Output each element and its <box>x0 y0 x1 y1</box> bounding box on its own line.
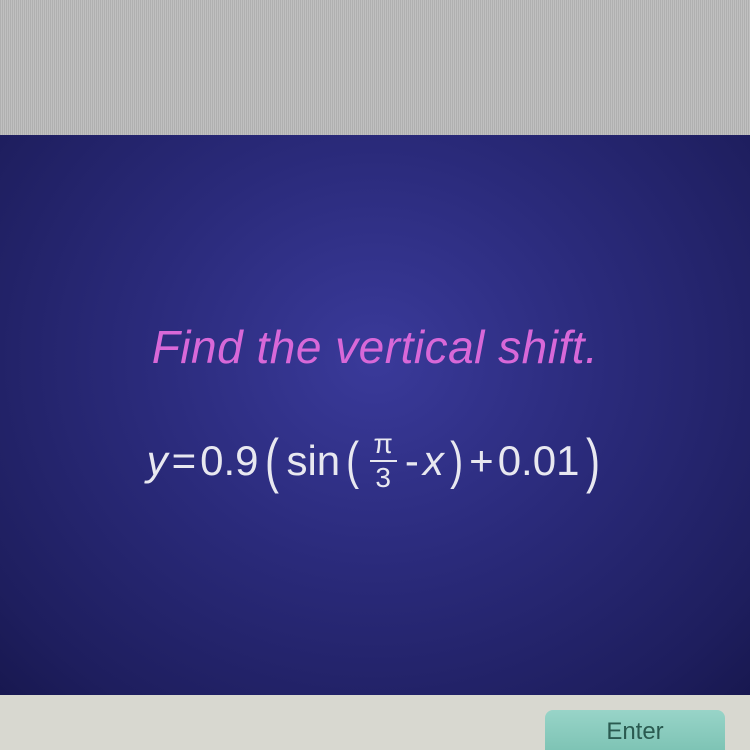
equation-equals: = <box>172 437 197 485</box>
equation-function: sin <box>286 437 340 485</box>
equation-coefficient: 0.9 <box>200 437 258 485</box>
inner-paren-open: ( <box>346 443 359 479</box>
fraction-numerator: π <box>370 430 397 462</box>
equation-display: y = 0.9 ( sin ( π 3 - x ) + 0.01 ) <box>0 430 750 492</box>
bottom-bar: Enter <box>0 695 750 750</box>
inner-paren-close: ) <box>450 443 463 479</box>
question-panel: Find the vertical shift. y = 0.9 ( sin (… <box>0 135 750 695</box>
top-background-strip <box>0 0 750 135</box>
equation-lhs: y <box>147 437 168 485</box>
equation-constant: 0.01 <box>498 437 580 485</box>
enter-button[interactable]: Enter <box>545 710 725 750</box>
equation-variable: x <box>423 437 444 485</box>
equation-minus: - <box>405 437 419 485</box>
outer-paren-open: ( <box>265 440 279 482</box>
outer-paren-close: ) <box>586 440 600 482</box>
question-prompt: Find the vertical shift. <box>0 320 750 374</box>
equation-plus: + <box>469 437 494 485</box>
equation-fraction: π 3 <box>370 430 397 492</box>
enter-button-label: Enter <box>606 718 663 746</box>
fraction-denominator: 3 <box>371 462 395 492</box>
